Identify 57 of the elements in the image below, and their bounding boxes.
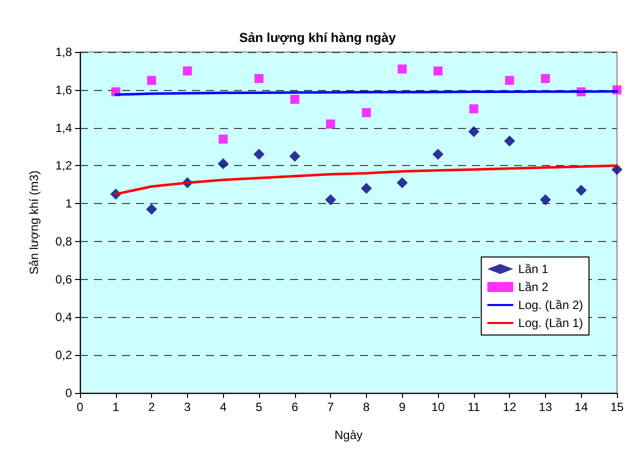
- point: [505, 76, 514, 85]
- legend-label: Log. (Lần 2): [518, 298, 584, 312]
- x-tick-label: 14: [574, 400, 588, 414]
- point: [504, 136, 516, 147]
- point: [325, 194, 336, 206]
- point: [434, 66, 442, 76]
- point: [540, 194, 551, 206]
- y-tick-label: 0: [65, 386, 72, 400]
- x-tick-label: 10: [431, 400, 445, 414]
- point: [468, 126, 480, 138]
- x-tick-label: 0: [76, 400, 84, 414]
- y-tick-label: 1,8: [55, 45, 72, 59]
- y-tick-label: 1,2: [55, 158, 72, 173]
- x-tick-label: 9: [398, 400, 406, 414]
- legend-label: Log. (Lần 1): [518, 316, 584, 330]
- x-axis-title: Ngày: [334, 428, 363, 442]
- y-tick-label: 0,6: [55, 272, 72, 286]
- x-tick-label: 12: [502, 400, 517, 414]
- y-tick-label: 1: [65, 196, 72, 211]
- x-tick-label: 7: [327, 400, 334, 414]
- y-tick-label: 0,2: [55, 348, 72, 362]
- point: [182, 66, 192, 76]
- x-tick-label: 15: [610, 400, 624, 414]
- x-tick-label: 5: [256, 400, 263, 414]
- point: [218, 158, 229, 170]
- point: [146, 204, 158, 215]
- point: [360, 182, 372, 194]
- point: [432, 148, 444, 160]
- point: [147, 76, 156, 85]
- x-tick-label: 6: [291, 400, 298, 414]
- y-tick-label: 1,6: [55, 82, 72, 97]
- point: [469, 104, 478, 114]
- x-tick-label: 2: [148, 400, 156, 414]
- point: [289, 150, 300, 162]
- legend-label: Lần 1: [518, 262, 549, 276]
- y-tick-label: 0,4: [55, 310, 72, 324]
- chart-title: Sản lượng khí hàng ngày: [239, 30, 397, 45]
- x-tick-label: 1: [112, 400, 120, 414]
- x-tick-label: 4: [220, 400, 227, 414]
- y-tick-label: 1,4: [55, 120, 72, 135]
- point: [362, 108, 371, 118]
- point: [398, 64, 407, 74]
- point: [540, 74, 550, 84]
- point: [218, 134, 228, 144]
- y-axis-title: Sản lượng khí (m3): [27, 170, 41, 274]
- point: [254, 148, 264, 160]
- x-tick-label: 11: [468, 400, 480, 414]
- point: [576, 184, 587, 196]
- point: [396, 177, 408, 188]
- x-tick-label: 3: [184, 400, 192, 414]
- x-tick-label: 8: [363, 400, 370, 414]
- point: [254, 74, 264, 84]
- y-tick-label: 0,8: [55, 234, 72, 248]
- point: [326, 119, 336, 128]
- point: [290, 94, 300, 104]
- legend-label: Lần 2: [518, 280, 549, 294]
- x-tick-label: 13: [538, 400, 552, 414]
